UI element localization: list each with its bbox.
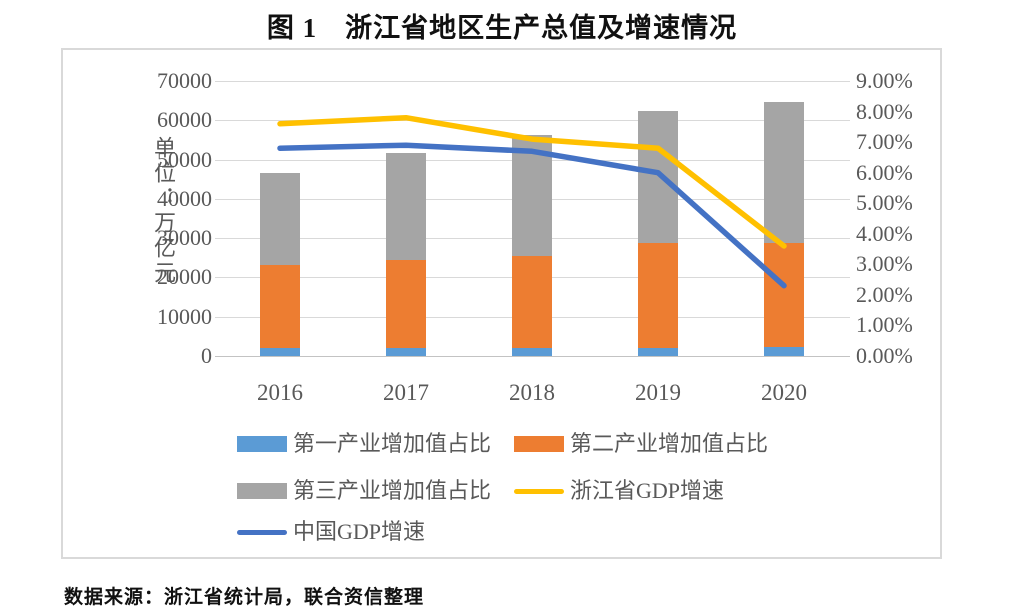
right-axis-tick-label: 5.00% bbox=[856, 190, 913, 216]
bar-segment bbox=[638, 111, 678, 244]
left-axis-tick-label: 50000 bbox=[157, 146, 212, 172]
x-axis-label: 2018 bbox=[509, 380, 555, 405]
legend-line-swatch bbox=[237, 529, 287, 535]
right-axis-tick-label: 4.00% bbox=[856, 220, 913, 246]
bar-segment bbox=[764, 347, 804, 356]
right-axis-tick-label: 7.00% bbox=[856, 129, 913, 155]
bar-segment bbox=[260, 348, 300, 356]
left-axis-tick-label: 20000 bbox=[157, 264, 212, 290]
right-axis-tick-label: 6.00% bbox=[856, 159, 913, 185]
right-axis-tick-label: 2.00% bbox=[856, 281, 913, 307]
legend-label: 第二产业增加值占比 bbox=[570, 431, 769, 456]
bar-segment bbox=[512, 255, 552, 349]
legend-item: 第一产业增加值占比 bbox=[237, 430, 491, 458]
legend-bar-swatch bbox=[514, 436, 564, 452]
legend-item: 第二产业增加值占比 bbox=[514, 430, 768, 458]
bar-segment bbox=[386, 348, 426, 356]
right-axis-tick-label: 1.00% bbox=[856, 312, 913, 338]
x-axis-label: 2019 bbox=[635, 380, 681, 405]
bar-segment bbox=[512, 348, 552, 356]
bar-segment bbox=[638, 243, 678, 348]
left-axis-tick-label: 70000 bbox=[157, 68, 212, 93]
bar-segment bbox=[386, 260, 426, 349]
x-axis-label: 2017 bbox=[383, 380, 429, 405]
legend-line-swatch bbox=[514, 488, 564, 494]
source-note: 数据来源：浙江省统计局，联合资信整理 bbox=[64, 587, 425, 608]
chart-title: 图 1 浙江省地区生产总值及增速情况 bbox=[266, 13, 738, 43]
right-axis-tick-label: 3.00% bbox=[856, 251, 913, 277]
bar-segment bbox=[260, 173, 300, 265]
x-axis-label: 2020 bbox=[761, 380, 807, 405]
legend-label: 中国GDP增速 bbox=[293, 519, 426, 544]
legend-label: 浙江省GDP增速 bbox=[570, 478, 725, 503]
bar-segment bbox=[638, 347, 678, 356]
bar-segment bbox=[512, 135, 552, 256]
left-axis-tick-label: 0 bbox=[201, 343, 212, 368]
bar-segment bbox=[764, 102, 804, 244]
left-axis-tick-label: 60000 bbox=[157, 107, 212, 133]
gridline bbox=[215, 356, 850, 357]
right-axis-tick-label: 0.00% bbox=[856, 343, 913, 368]
gridline bbox=[215, 81, 850, 82]
bar-segment bbox=[260, 265, 300, 349]
right-axis-tick-label: 8.00% bbox=[856, 98, 913, 124]
left-axis-title: 单位：万亿元 bbox=[151, 136, 176, 286]
left-axis-tick-label: 40000 bbox=[157, 185, 212, 211]
right-axis-tick-label: 9.00% bbox=[856, 68, 913, 93]
legend-label: 第三产业增加值占比 bbox=[293, 478, 492, 503]
chart-frame: 70000 60000 50000 40000 30000 20000 10000 0 9.0… bbox=[61, 48, 942, 559]
left-axis-tick-label: 10000 bbox=[157, 303, 212, 329]
legend-bar-swatch bbox=[237, 436, 287, 452]
legend-item: 第三产业增加值占比 bbox=[237, 477, 491, 505]
bar-segment bbox=[386, 152, 426, 261]
legend-item: 浙江省GDP增速 bbox=[514, 477, 724, 505]
gridline bbox=[215, 120, 850, 122]
legend-bar-swatch bbox=[237, 483, 287, 499]
x-axis-label: 2016 bbox=[257, 380, 303, 405]
bar-segment bbox=[764, 243, 804, 348]
legend-label: 第一产业增加值占比 bbox=[293, 431, 492, 456]
left-axis-tick-label: 30000 bbox=[157, 225, 212, 251]
legend-item: 中国GDP增速 bbox=[237, 518, 425, 546]
